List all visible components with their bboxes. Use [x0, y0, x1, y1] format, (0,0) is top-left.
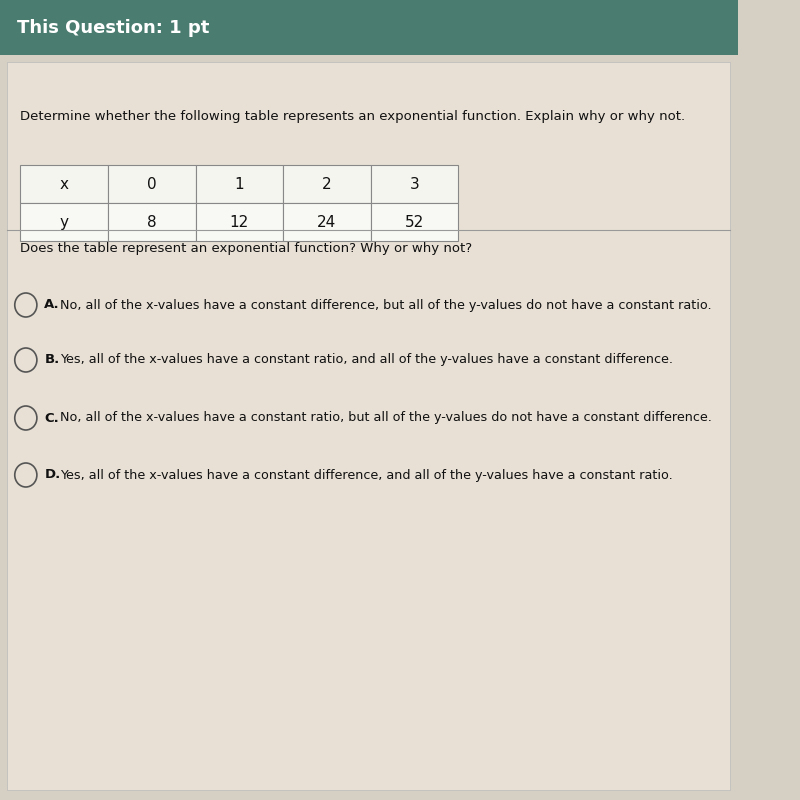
Text: A.: A.	[44, 298, 60, 311]
Text: Yes, all of the x-values have a constant ratio, and all of the y-values have a c: Yes, all of the x-values have a constant…	[60, 354, 673, 366]
FancyBboxPatch shape	[195, 165, 283, 203]
Text: B.: B.	[44, 354, 59, 366]
Text: C.: C.	[44, 411, 59, 425]
FancyBboxPatch shape	[20, 165, 108, 203]
FancyBboxPatch shape	[7, 62, 730, 790]
Text: Yes, all of the x-values have a constant difference, and all of the y-values hav: Yes, all of the x-values have a constant…	[60, 469, 673, 482]
Text: 1: 1	[234, 177, 244, 191]
Text: 8: 8	[147, 214, 157, 230]
FancyBboxPatch shape	[195, 203, 283, 241]
Text: 12: 12	[230, 214, 249, 230]
Text: No, all of the x-values have a constant ratio, but all of the y-values do not ha: No, all of the x-values have a constant …	[60, 411, 712, 425]
FancyBboxPatch shape	[108, 203, 195, 241]
Text: Determine whether the following table represents an exponential function. Explai: Determine whether the following table re…	[20, 110, 686, 123]
FancyBboxPatch shape	[20, 203, 108, 241]
Text: No, all of the x-values have a constant difference, but all of the y-values do n: No, all of the x-values have a constant …	[60, 298, 711, 311]
FancyBboxPatch shape	[0, 0, 738, 55]
FancyBboxPatch shape	[283, 203, 370, 241]
Text: 3: 3	[410, 177, 419, 191]
FancyBboxPatch shape	[283, 165, 370, 203]
Text: 52: 52	[405, 214, 424, 230]
Text: y: y	[59, 214, 69, 230]
Text: 24: 24	[318, 214, 337, 230]
FancyBboxPatch shape	[370, 203, 458, 241]
Text: x: x	[59, 177, 69, 191]
Text: 0: 0	[147, 177, 157, 191]
Text: This Question: 1 pt: This Question: 1 pt	[17, 19, 209, 37]
FancyBboxPatch shape	[108, 165, 195, 203]
Text: 2: 2	[322, 177, 332, 191]
Text: Does the table represent an exponential function? Why or why not?: Does the table represent an exponential …	[20, 242, 473, 255]
FancyBboxPatch shape	[370, 165, 458, 203]
Text: D.: D.	[44, 469, 61, 482]
